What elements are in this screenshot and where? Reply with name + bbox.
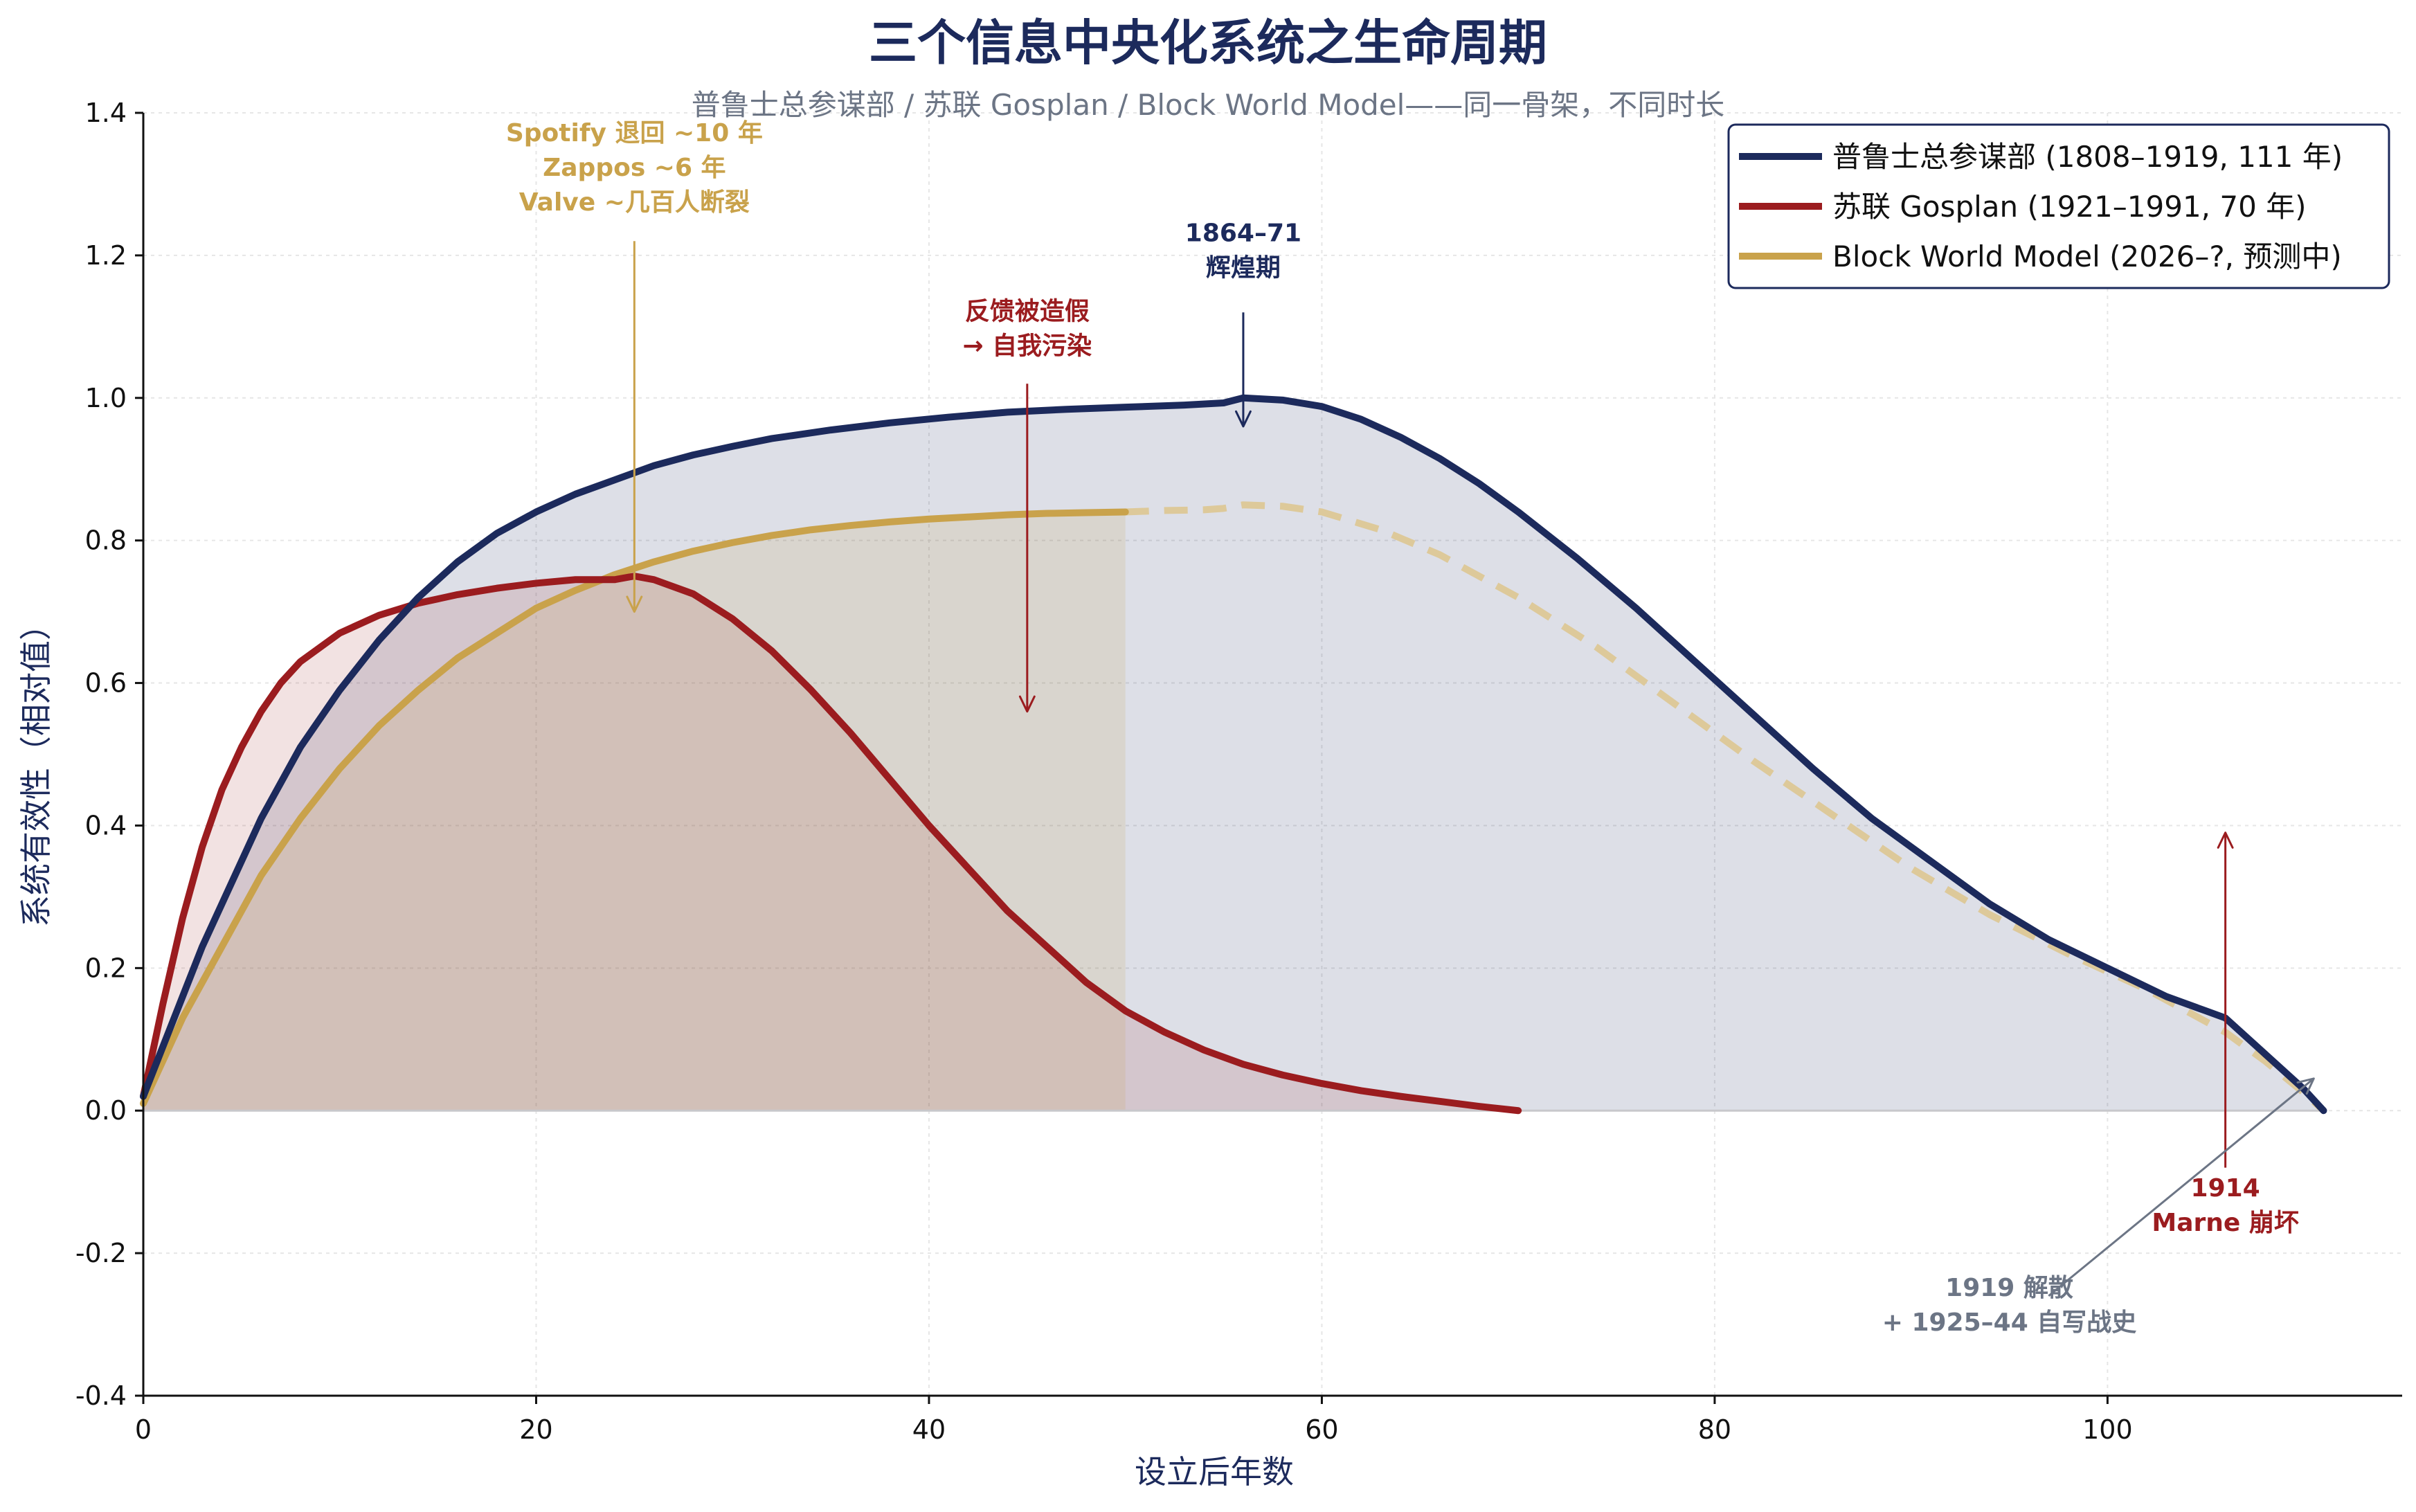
annotation-1-line-1: 辉煌期 bbox=[1206, 253, 1281, 282]
annotation-2-arrow-head bbox=[1018, 695, 1036, 713]
series-fills bbox=[143, 397, 2324, 1112]
series-fill-1 bbox=[143, 576, 1519, 1111]
x-tick-label-0: 0 bbox=[135, 1414, 152, 1445]
legend-box bbox=[1727, 123, 2390, 289]
y-tick-label-9: 1.4 bbox=[85, 98, 127, 128]
axes bbox=[142, 113, 2402, 1397]
annotations: Spotify 退回 ~10 年 Zappos ~6 年 Valve ~几百人断裂 1… bbox=[506, 119, 2315, 1337]
y-tick-label-5: 0.6 bbox=[85, 668, 127, 699]
y-tick-label-4: 0.4 bbox=[85, 810, 127, 840]
annotation-4-arrow-shaft bbox=[2048, 1077, 2315, 1297]
series-line-3 bbox=[1125, 501, 2326, 1113]
annotation-4: 1919 解散 + 1925–44 自写战史 bbox=[1882, 1077, 2315, 1337]
series-lines bbox=[140, 394, 2327, 1115]
y-tick-label-0: -0.4 bbox=[75, 1380, 127, 1411]
annotation-2-line-1: → 自我污染 bbox=[962, 332, 1092, 361]
annotation-4-line-0: 1919 解散 bbox=[1945, 1274, 2073, 1302]
x-tick-label-1: 20 bbox=[519, 1414, 552, 1445]
annotation-0-arrow-head bbox=[626, 595, 643, 613]
tick-labels: 0 20 40 60 80 100 -0.4 -0.2 0.0 0.2 0.4 0.6 0.8 1.0 1.… bbox=[75, 98, 2133, 1445]
series-line-0 bbox=[140, 394, 2327, 1115]
annotation-1-arrow-head bbox=[1235, 410, 1252, 428]
legend-label-prussia: 普鲁士总参谋部 (1808–1919, 111 年) bbox=[1832, 140, 2343, 174]
x-tick-label-2: 40 bbox=[912, 1414, 946, 1445]
legend-label-gosplan: 苏联 Gosplan (1921–1991, 70 年) bbox=[1832, 190, 2307, 224]
annotation-4-line-1: + 1925–44 自写战史 bbox=[1882, 1308, 2137, 1337]
y-tick-label-2: 0.0 bbox=[85, 1095, 127, 1126]
series-line-2 bbox=[140, 508, 1129, 1107]
annotation-4-arrow-head bbox=[2296, 1077, 2315, 1095]
annotation-1: 1864–71 辉煌期 bbox=[1185, 219, 1301, 428]
annotation-0: Spotify 退回 ~10 年 Zappos ~6 年 Valve ~几百人断裂 bbox=[506, 119, 763, 613]
series-fill-0 bbox=[143, 397, 2324, 1111]
annotation-0-line-0: Spotify 退回 ~10 年 bbox=[506, 119, 763, 147]
annotation-3: 1914 Marne 崩坏 bbox=[2152, 831, 2299, 1237]
y-tick-label-3: 0.2 bbox=[85, 953, 127, 983]
y-tick-label-7: 1.0 bbox=[85, 383, 127, 413]
annotation-3-line-0: 1914 bbox=[2191, 1174, 2260, 1203]
x-tick-label-5: 100 bbox=[2082, 1414, 2133, 1445]
x-tick-label-4: 80 bbox=[1698, 1414, 1731, 1445]
annotation-2: 反馈被造假 → 自我污染 bbox=[962, 298, 1092, 713]
legend-label-block: Block World Model (2026–?, 预测中) bbox=[1832, 240, 2342, 273]
annotation-3-line-1: Marne 崩坏 bbox=[2152, 1209, 2298, 1237]
x-tick-label-3: 60 bbox=[1305, 1414, 1338, 1445]
y-tick-label-1: -0.2 bbox=[75, 1238, 127, 1268]
chart-subtitle: 普鲁士总参谋部 / 苏联 Gosplan / Block World Model… bbox=[692, 88, 1725, 122]
y-axis-title: 系统有效性（相对值） bbox=[17, 609, 55, 927]
chart-title: 三个信息中央化系统之生命周期 bbox=[869, 15, 1547, 71]
legend: 普鲁士总参谋部 (1808–1919, 111 年) 苏联 Gosplan (1… bbox=[1727, 123, 2390, 289]
y-tick-label-8: 1.2 bbox=[85, 240, 127, 271]
annotation-1-line-0: 1864–71 bbox=[1185, 219, 1301, 247]
annotation-2-line-0: 反馈被造假 bbox=[965, 298, 1090, 326]
annotation-0-line-1: Zappos ~6 年 bbox=[543, 154, 725, 182]
series-fill-2 bbox=[143, 512, 1126, 1111]
y-tick-label-6: 0.8 bbox=[85, 525, 127, 556]
annotation-0-line-2: Valve ~几百人断裂 bbox=[519, 188, 750, 217]
annotation-3-arrow-head bbox=[2217, 831, 2234, 849]
series-line-1 bbox=[140, 573, 1522, 1115]
x-axis-title: 设立后年数 bbox=[1135, 1453, 1294, 1491]
